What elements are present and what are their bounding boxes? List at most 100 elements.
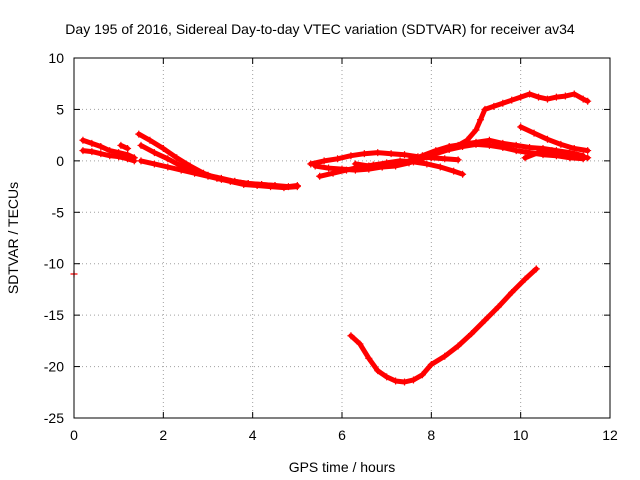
data-point — [97, 150, 105, 158]
data-point — [512, 147, 520, 155]
data-point — [418, 155, 426, 163]
data-point — [570, 145, 578, 153]
y-tick-label: -20 — [44, 359, 64, 375]
y-axis-ticks: -25 -20 -15 -10 -5 0 5 10 — [44, 50, 610, 426]
data-point — [441, 155, 449, 163]
data-point — [485, 141, 493, 149]
data-point — [137, 141, 145, 149]
data-point — [88, 148, 96, 156]
data-point — [204, 172, 212, 180]
data-point — [392, 377, 400, 385]
data-point — [365, 162, 373, 170]
x-tick-label: 0 — [70, 427, 78, 443]
data-point — [508, 289, 516, 297]
data-point — [570, 90, 578, 98]
data-point — [405, 159, 413, 167]
data-point — [351, 160, 359, 168]
data-point — [383, 373, 391, 381]
data-point — [378, 163, 386, 171]
series-arc-13 — [521, 147, 592, 162]
data-point — [177, 166, 185, 174]
data-point — [356, 340, 364, 348]
series-arc-11 — [454, 90, 592, 149]
data-point — [159, 145, 167, 153]
data-point — [164, 155, 172, 163]
data-point — [548, 147, 556, 155]
data-point — [137, 157, 145, 165]
data-point — [584, 97, 592, 105]
y-axis-title: SDTVAR / TECUs — [5, 182, 21, 294]
data-point — [499, 99, 507, 107]
x-tick-label: 12 — [602, 427, 618, 443]
y-tick-label: -15 — [44, 307, 64, 323]
data-point — [450, 167, 458, 175]
y-tick-label: 10 — [48, 50, 64, 66]
data-point — [423, 160, 431, 168]
data-point — [499, 143, 507, 151]
data-point — [454, 156, 462, 164]
y-tick-label: 5 — [56, 101, 64, 117]
x-tick-label: 8 — [427, 427, 435, 443]
data-point — [427, 361, 435, 369]
data-point — [392, 162, 400, 170]
data-point — [401, 151, 409, 159]
data-point — [325, 164, 333, 172]
data-point — [97, 142, 105, 150]
y-tick-label: -25 — [44, 410, 64, 426]
data-point — [320, 157, 328, 165]
data-point — [535, 149, 543, 157]
data-point — [106, 152, 114, 160]
data-point — [347, 332, 355, 340]
data-point — [543, 135, 551, 143]
data-point — [311, 162, 319, 170]
data-point — [374, 367, 382, 375]
data-point — [150, 149, 158, 157]
x-axis-ticks: 0 2 4 6 8 10 12 — [70, 58, 618, 443]
data-point — [463, 136, 471, 144]
data-point — [441, 352, 449, 360]
data-point — [517, 93, 525, 101]
data-point — [436, 163, 444, 171]
data-point — [244, 179, 252, 187]
data-point — [490, 102, 498, 110]
series-arc-3 — [117, 141, 132, 153]
data-point — [472, 126, 480, 134]
data-point — [347, 152, 355, 160]
data-point — [552, 93, 560, 101]
series-trace — [348, 266, 539, 385]
data-point — [468, 330, 476, 338]
data-point — [476, 116, 484, 124]
data-series — [70, 90, 592, 386]
data-point — [543, 95, 551, 103]
data-point — [307, 160, 315, 168]
data-point — [557, 140, 565, 148]
data-point — [401, 378, 409, 386]
data-point — [258, 181, 266, 189]
data-point — [135, 130, 143, 138]
data-point — [508, 96, 516, 104]
data-point — [146, 136, 154, 144]
x-tick-label: 2 — [159, 427, 167, 443]
y-tick-label: 0 — [56, 153, 64, 169]
data-point — [124, 145, 132, 153]
data-point — [271, 182, 279, 190]
data-point — [150, 160, 158, 168]
data-point — [115, 153, 123, 161]
data-point — [374, 149, 382, 157]
data-point — [293, 182, 301, 190]
y-tick-label: -10 — [44, 256, 64, 272]
data-point — [481, 105, 489, 113]
data-point — [231, 177, 239, 185]
data-point — [418, 371, 426, 379]
data-point — [334, 155, 342, 163]
data-point — [124, 155, 132, 163]
data-point — [360, 150, 368, 158]
data-point — [535, 93, 543, 101]
data-point — [409, 376, 417, 384]
data-point — [79, 147, 87, 155]
data-point — [526, 90, 534, 98]
chart-title: Day 195 of 2016, Sidereal Day-to-day VTE… — [65, 21, 575, 37]
series-arc-12 — [517, 123, 592, 155]
